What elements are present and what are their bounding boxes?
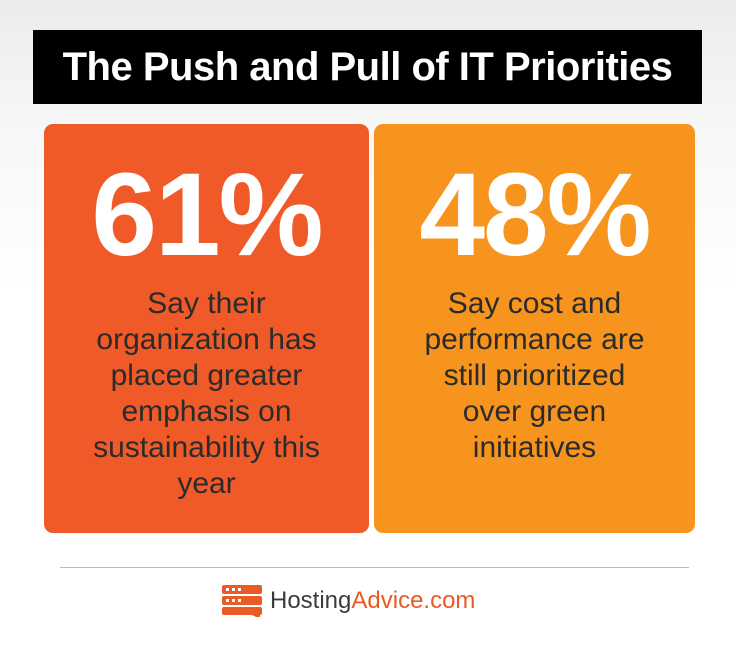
description-line: placed greater xyxy=(110,359,303,392)
description-line: emphasis on xyxy=(121,395,292,428)
stat-card-cost-performance: 48% Say cost and performance are still p… xyxy=(374,124,695,533)
description-line: initiatives xyxy=(472,431,597,464)
brand-name: HostingAdvice.com xyxy=(270,587,475,615)
stat-description: Say their organization has placed greate… xyxy=(44,286,369,502)
stat-value: 48% xyxy=(419,149,651,281)
brand-name-part2: Advice.com xyxy=(351,587,476,614)
description-line: Say cost and xyxy=(447,287,622,320)
description-line: organization has xyxy=(96,323,317,356)
page-title: The Push and Pull of IT Priorities xyxy=(33,30,702,104)
description-line: still prioritized xyxy=(443,359,626,392)
stat-card-sustainability: 61% Say their organization has placed gr… xyxy=(44,124,369,533)
stat-value: 61% xyxy=(91,149,323,281)
server-stack-icon xyxy=(222,585,262,617)
stat-description: Say cost and performance are still prior… xyxy=(374,286,695,466)
brand-name-part1: Hosting xyxy=(270,587,352,614)
hostingadvice-logo[interactable]: HostingAdvice.com xyxy=(222,581,475,621)
description-line: Say their xyxy=(147,287,266,320)
description-line: performance are xyxy=(424,323,645,356)
footer-divider xyxy=(60,567,689,568)
description-line: sustainability this xyxy=(93,431,320,464)
description-line: year xyxy=(177,467,236,500)
description-line: over green xyxy=(462,395,607,428)
